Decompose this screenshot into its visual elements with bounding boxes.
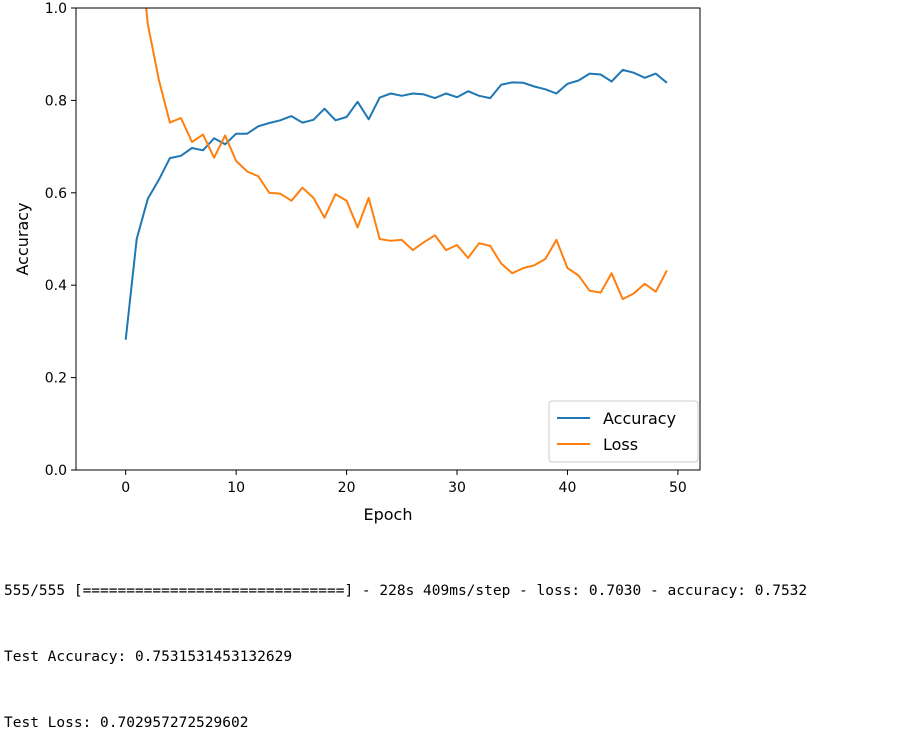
legend: Accuracy Loss [548,400,699,463]
x-tick-label: 0 [121,480,130,496]
plot-area-frame [75,7,701,471]
legend-box [548,400,699,463]
legend-label-loss: Loss [603,435,638,454]
y-tick-label: 0.4 [45,278,67,294]
x-tick-label: 10 [227,480,245,496]
test-loss-line: Test Loss: 0.702957272529602 [4,715,249,731]
x-tick-label: 30 [448,480,466,496]
x-axis-label: Epoch [364,505,413,524]
x-tick-label: 20 [338,480,356,496]
y-tick-label: 1.0 [45,1,67,17]
y-tick-label: 0.0 [45,463,67,479]
y-tick-label: 0.8 [45,93,67,109]
y-tick-label: 0.6 [45,186,67,202]
legend-label-accuracy: Accuracy [603,409,676,428]
console-output: 555/555 [==============================]… [4,536,807,756]
x-tick-label: 40 [559,480,577,496]
test-accuracy-line: Test Accuracy: 0.7531531453132629 [4,649,293,665]
series-line-loss [145,8,668,301]
y-tick-label: 0.2 [45,371,67,387]
series-line-accuracy [124,68,668,340]
x-tick-label: 50 [669,480,687,496]
training-history-chart: 0 10 20 30 40 50 0.0 0.2 0.4 0.6 0.8 1.0 Epoch Accu… [13,1,701,524]
y-axis-label: Accuracy [13,202,32,275]
training-progress-line: 555/555 [==============================]… [4,583,808,599]
